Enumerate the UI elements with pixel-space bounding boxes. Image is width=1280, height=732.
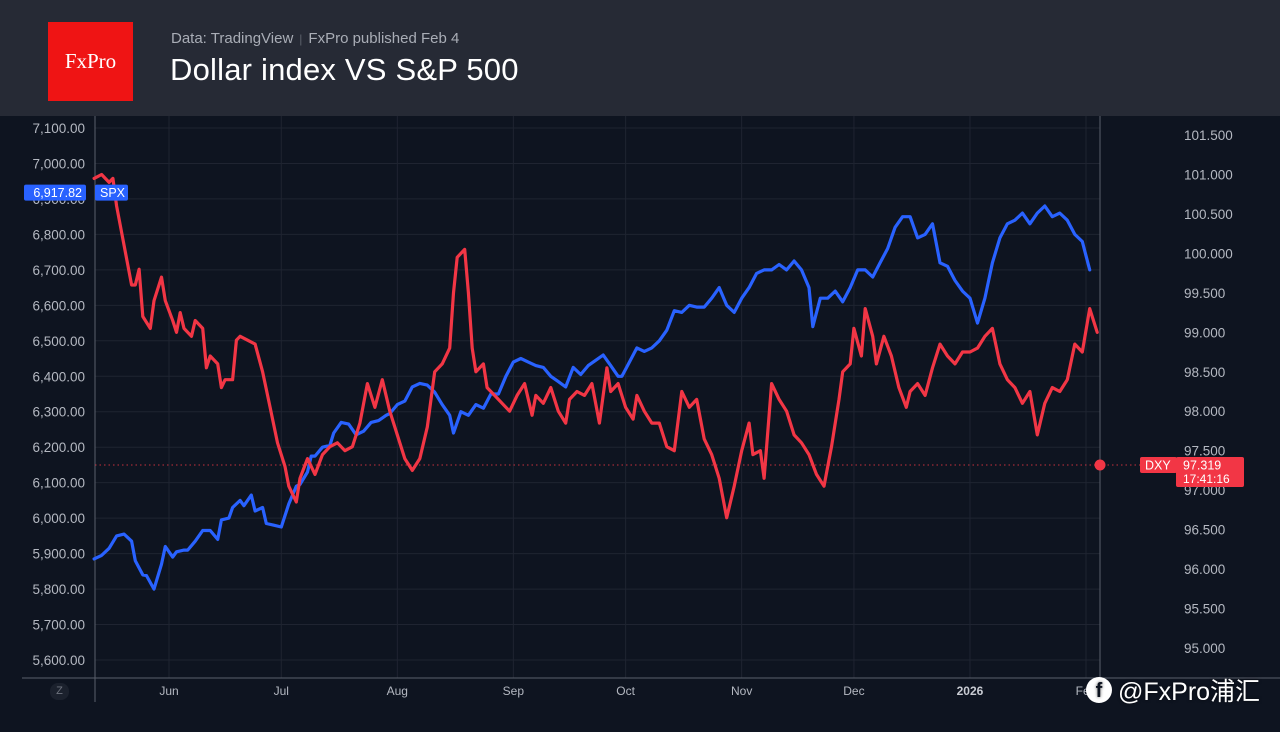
- publisher: FxPro published Feb 4: [308, 30, 460, 47]
- y-tick-label-left: 5,700.00: [32, 618, 85, 633]
- x-tick-label: Aug: [387, 684, 408, 698]
- y-tick-label-right: 99.000: [1184, 325, 1225, 340]
- chart-title: Dollar index VS S&P 500: [170, 52, 519, 87]
- spx-name-label: SPX: [100, 186, 126, 200]
- y-tick-label-right: 96.000: [1184, 562, 1225, 577]
- y-tick-label-right: 100.000: [1184, 246, 1233, 261]
- data-source: Data: TradingView: [171, 30, 294, 47]
- dxy-price-badge: [1176, 456, 1244, 487]
- dxy-name-badge: [1140, 456, 1177, 473]
- fxpro-logo: FxPro: [48, 22, 133, 101]
- dxy-price-value: 97.319: [1183, 458, 1221, 472]
- y-tick-label-right: 101.000: [1184, 167, 1233, 182]
- y-tick-label-right: 99.500: [1184, 286, 1225, 301]
- y-tick-label-right: 95.500: [1184, 602, 1225, 617]
- logo-text: FxPro: [64, 49, 117, 73]
- y-tick-label-left: 6,800.00: [32, 227, 85, 242]
- spx-price-value: 6,917.82: [33, 186, 82, 200]
- watermark-text: @FxPro浦汇: [1118, 678, 1261, 706]
- series-line-dxy[interactable]: [92, 172, 1099, 520]
- subtitle: Data: TradingView | FxPro published Feb 4: [171, 30, 459, 47]
- y-tick-label-right: 95.000: [1184, 641, 1225, 656]
- dxy-name-label: DXY: [1145, 458, 1171, 472]
- x-tick-label: Dec: [843, 684, 864, 698]
- y-tick-label-right: 98.500: [1184, 365, 1225, 380]
- x-tick-label: Sep: [503, 684, 525, 698]
- chart-area[interactable]: 7,100.007,000.006,900.006,800.006,700.00…: [0, 116, 1280, 732]
- chart-svg[interactable]: 7,100.007,000.006,900.006,800.006,700.00…: [0, 116, 1280, 732]
- y-tick-label-left: 6,200.00: [32, 440, 85, 455]
- y-tick-label-left: 6,300.00: [32, 405, 85, 420]
- y-tick-label-left: 5,800.00: [32, 582, 85, 597]
- facebook-icon: f: [1086, 677, 1112, 703]
- header: FxPro Data: TradingView | FxPro published …: [0, 0, 1280, 116]
- zoom-reset-button[interactable]: Z: [50, 683, 69, 700]
- y-tick-label-left: 6,000.00: [32, 511, 85, 526]
- y-tick-label-left: 6,600.00: [32, 298, 85, 313]
- y-tick-label-left: 7,000.00: [32, 156, 85, 171]
- series-line-spx[interactable]: [92, 204, 1092, 591]
- y-tick-label-right: 97.500: [1184, 444, 1225, 459]
- x-tick-label: 2026: [957, 684, 984, 698]
- y-tick-label-left: 6,500.00: [32, 334, 85, 349]
- separator: |: [299, 32, 303, 46]
- dxy-last-point-marker: [1094, 459, 1106, 471]
- watermark: f @FxPro浦汇: [1086, 672, 1260, 708]
- spx-name-badge: [95, 184, 128, 201]
- y-tick-label-right: 98.000: [1184, 404, 1225, 419]
- y-tick-label-left: 6,100.00: [32, 476, 85, 491]
- y-tick-label-left: 5,600.00: [32, 653, 85, 668]
- x-tick-label: Jun: [159, 684, 178, 698]
- y-tick-label-left: 6,400.00: [32, 369, 85, 384]
- y-tick-label-right: 100.500: [1184, 207, 1233, 222]
- y-tick-label-right: 101.500: [1184, 128, 1233, 143]
- x-tick-label: Nov: [731, 684, 752, 698]
- y-tick-label-right: 96.500: [1184, 523, 1225, 538]
- spx-price-badge: [24, 184, 86, 201]
- dxy-time-label: 17:41:16: [1183, 472, 1230, 486]
- y-tick-label-left: 5,900.00: [32, 547, 85, 562]
- y-tick-label-left: 6,700.00: [32, 263, 85, 278]
- y-tick-label-left: 7,100.00: [32, 121, 85, 136]
- x-tick-label: Oct: [616, 684, 635, 698]
- x-tick-label: Jul: [274, 684, 289, 698]
